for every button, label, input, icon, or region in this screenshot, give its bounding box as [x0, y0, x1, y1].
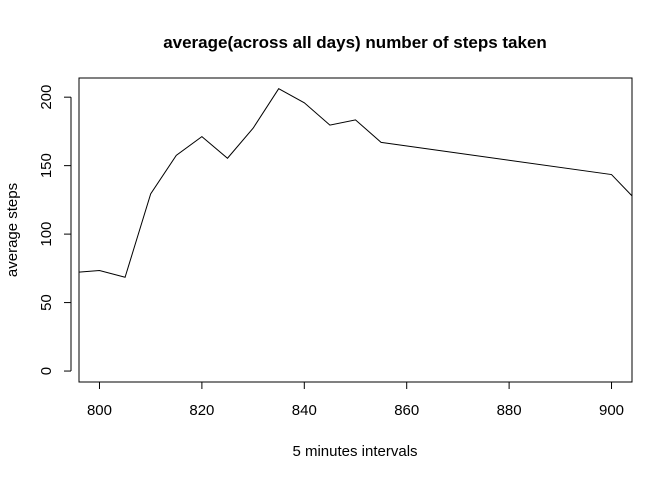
chart-title: average(across all days) number of steps…	[163, 33, 547, 52]
x-tick-label: 880	[497, 402, 522, 419]
y-tick-label: 0	[38, 367, 55, 375]
x-tick-label: 900	[599, 402, 624, 419]
y-tick-label: 200	[38, 85, 55, 110]
y-tick-label: 50	[38, 294, 55, 311]
y-axis: 0 50 100 150 200	[38, 85, 72, 375]
plot-frame	[78, 77, 633, 383]
x-tick-label: 800	[87, 402, 112, 419]
x-tick-label: 860	[394, 402, 419, 419]
x-axis-label: 5 minutes intervals	[292, 443, 417, 460]
x-tick-label: 840	[292, 402, 317, 419]
series-line	[79, 88, 632, 278]
x-axis: 800 820 840 860 880 900	[87, 381, 624, 419]
x-tick-label: 820	[189, 402, 214, 419]
y-tick-label: 100	[38, 222, 55, 247]
plot-area	[79, 88, 632, 278]
y-tick-label: 150	[38, 153, 55, 178]
y-axis-label: average steps	[4, 183, 21, 277]
